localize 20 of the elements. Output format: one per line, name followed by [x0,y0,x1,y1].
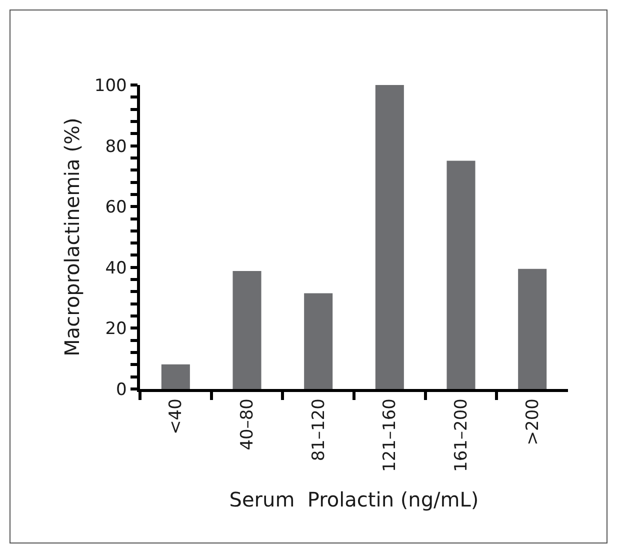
y-tick-label: 100 [94,76,127,96]
x-tick-label: <40 [166,398,186,434]
x-tick-label: 161–200 [452,398,472,472]
x-tick-label: 40–80 [238,398,258,450]
y-tick-label: 40 [105,258,127,278]
bar [375,85,404,389]
y-tick-label: 60 [105,198,127,218]
x-tick-label: >200 [522,398,543,446]
y-axis-title: Macroprolactinemia (%) [60,118,84,356]
bar [232,271,262,389]
x-axis-title: Serum Prolactin (ng/mL) [229,487,479,512]
y-tick-label: 80 [105,136,127,157]
y-tick-label: 0 [116,380,127,400]
y-tick-label: 20 [105,319,127,340]
x-tick-label: 81–120 [308,398,329,462]
bar [304,293,333,389]
x-tick-label: 121–160 [380,398,400,472]
bar [161,364,190,389]
bar [446,160,476,389]
bar [518,268,547,389]
